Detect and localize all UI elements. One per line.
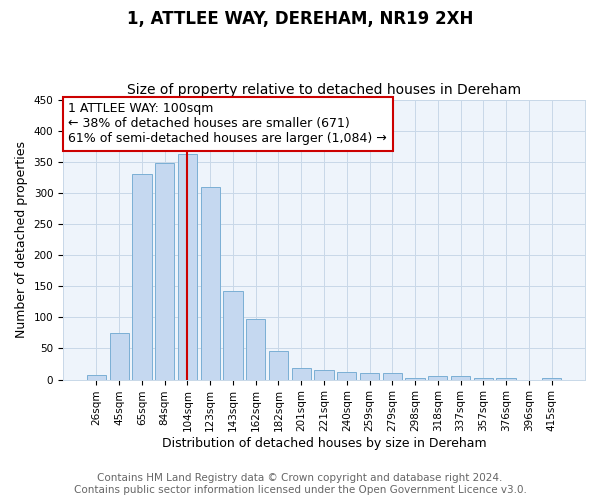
Bar [542, 378, 561, 380]
Bar [337, 372, 356, 380]
Bar [383, 374, 402, 380]
Text: 1 ATTLEE WAY: 100sqm
← 38% of detached houses are smaller (671)
61% of semi-deta: 1 ATTLEE WAY: 100sqm ← 38% of detached h… [68, 102, 387, 146]
Bar [473, 378, 493, 380]
X-axis label: Distribution of detached houses by size in Dereham: Distribution of detached houses by size … [162, 437, 487, 450]
Title: Size of property relative to detached houses in Dereham: Size of property relative to detached ho… [127, 83, 521, 97]
Bar [246, 319, 265, 380]
Bar [428, 376, 448, 380]
Bar [178, 154, 197, 380]
Bar [223, 291, 242, 380]
Bar [496, 378, 516, 380]
Bar [406, 378, 425, 380]
Bar [314, 370, 334, 380]
Bar [292, 368, 311, 380]
Bar [110, 333, 129, 380]
Bar [200, 186, 220, 380]
Bar [155, 163, 175, 380]
Bar [87, 375, 106, 380]
Y-axis label: Number of detached properties: Number of detached properties [15, 141, 28, 338]
Bar [360, 373, 379, 380]
Text: Contains HM Land Registry data © Crown copyright and database right 2024.
Contai: Contains HM Land Registry data © Crown c… [74, 474, 526, 495]
Bar [269, 351, 288, 380]
Bar [451, 376, 470, 380]
Text: 1, ATTLEE WAY, DEREHAM, NR19 2XH: 1, ATTLEE WAY, DEREHAM, NR19 2XH [127, 10, 473, 28]
Bar [132, 174, 152, 380]
